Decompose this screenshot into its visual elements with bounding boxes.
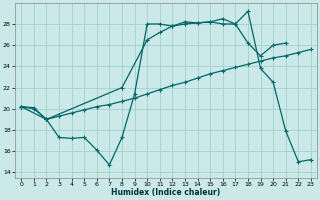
X-axis label: Humidex (Indice chaleur): Humidex (Indice chaleur): [111, 188, 221, 197]
